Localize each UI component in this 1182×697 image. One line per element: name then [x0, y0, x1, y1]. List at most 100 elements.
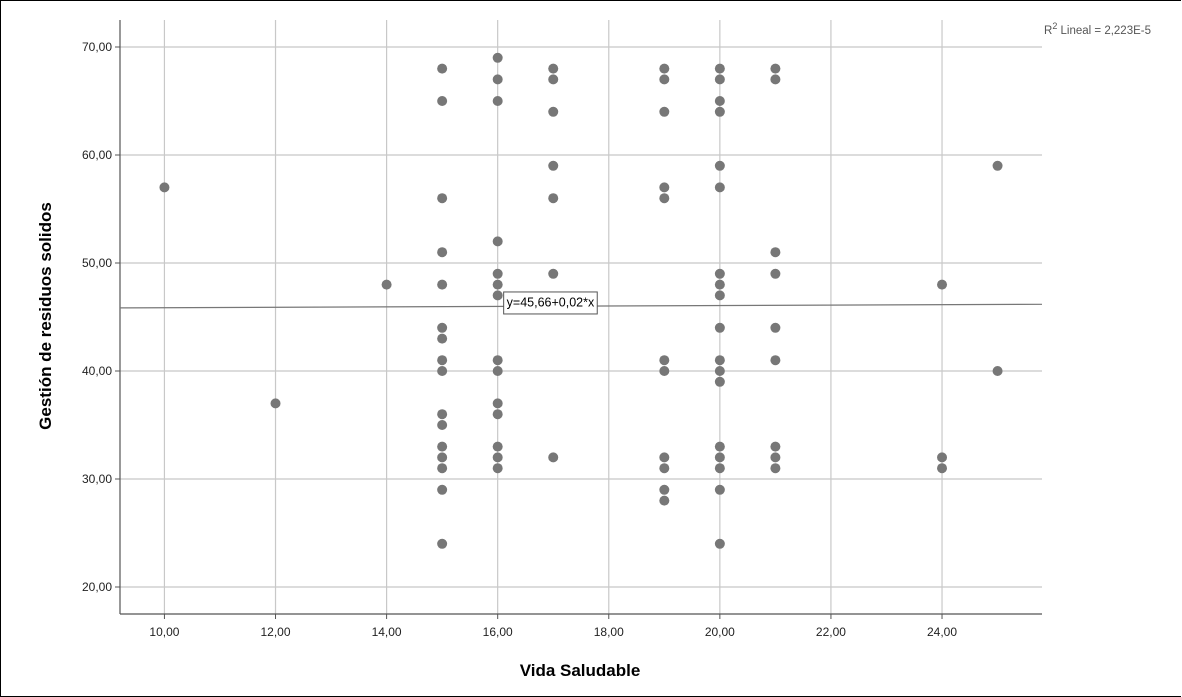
- data-point: [659, 452, 670, 463]
- x-tick-label: 12,00: [261, 625, 291, 639]
- data-point: [714, 322, 725, 333]
- data-point: [714, 160, 725, 171]
- y-tick-label: 40,00: [82, 364, 112, 378]
- data-point: [714, 484, 725, 495]
- data-point: [714, 441, 725, 452]
- data-point: [659, 366, 670, 376]
- data-point: [548, 106, 559, 117]
- y-tick-label: 20,00: [82, 580, 112, 594]
- r2-label-superscript: 2: [1052, 21, 1057, 31]
- tick-labels: 10,00 12,00 14,00 16,00 18,00 20,00 22,00 24,00…: [82, 40, 957, 639]
- data-points: [159, 52, 1003, 549]
- x-tick-label: 16,00: [483, 625, 513, 639]
- y-tick-label: 30,00: [82, 472, 112, 486]
- data-point: [770, 463, 781, 474]
- data-point: [492, 409, 503, 420]
- data-point: [714, 366, 725, 376]
- data-point: [492, 268, 503, 279]
- data-point: [659, 495, 670, 506]
- data-point: [714, 290, 725, 301]
- x-tick-label: 22,00: [816, 625, 846, 639]
- data-point: [548, 268, 559, 279]
- data-point: [492, 52, 503, 63]
- data-point: [492, 279, 503, 290]
- data-point: [437, 355, 448, 366]
- data-point: [659, 182, 670, 193]
- equation-label-box: [503, 291, 598, 315]
- data-point: [548, 74, 559, 85]
- data-point: [548, 193, 559, 204]
- data-point: [714, 355, 725, 366]
- data-point: [381, 279, 392, 290]
- data-point: [548, 452, 559, 463]
- data-point: [659, 484, 670, 495]
- data-point: [714, 279, 725, 290]
- data-point: [714, 106, 725, 117]
- data-point: [437, 452, 448, 463]
- y-tick-label: 70,00: [82, 40, 112, 54]
- data-point: [437, 247, 448, 258]
- data-point: [437, 420, 448, 430]
- data-point: [992, 160, 1003, 171]
- x-tick-label: 14,00: [372, 625, 402, 639]
- x-tick-label: 18,00: [594, 625, 624, 639]
- data-point: [492, 463, 503, 474]
- data-point: [770, 322, 781, 333]
- y-tick-label: 50,00: [82, 256, 112, 270]
- data-point: [714, 268, 725, 279]
- data-point: [770, 63, 781, 74]
- data-point: [714, 63, 725, 74]
- data-point: [492, 236, 503, 247]
- data-point: [492, 452, 503, 463]
- x-axis-title: Vida Saludable: [520, 661, 641, 680]
- data-point: [770, 452, 781, 463]
- data-point: [770, 268, 781, 279]
- r2-label-text: Lineal = 2,223E-5: [1057, 25, 1151, 37]
- data-point: [714, 182, 725, 193]
- y-axis-title: Gestión de residuos solidos: [36, 202, 55, 430]
- grid-lines: [120, 20, 1042, 614]
- data-point: [492, 441, 503, 452]
- data-point: [659, 106, 670, 117]
- data-point: [714, 452, 725, 463]
- data-point: [492, 74, 503, 85]
- x-tick-label: 20,00: [705, 625, 735, 639]
- data-point: [270, 398, 281, 409]
- data-point: [548, 63, 559, 74]
- data-point: [714, 74, 725, 85]
- data-point: [937, 452, 948, 463]
- data-point: [437, 333, 448, 344]
- data-point: [714, 538, 725, 549]
- data-point: [492, 290, 503, 301]
- data-point: [437, 538, 448, 549]
- data-point: [492, 366, 503, 376]
- data-point: [659, 355, 670, 366]
- data-point: [659, 74, 670, 85]
- data-point: [437, 193, 448, 204]
- data-point: [492, 96, 503, 106]
- data-point: [770, 441, 781, 452]
- data-point: [659, 193, 670, 204]
- data-point: [714, 96, 725, 106]
- data-point: [937, 463, 948, 474]
- r2-label-prefix: R: [1044, 25, 1052, 37]
- data-point: [437, 441, 448, 452]
- equation-label-group: y=45,66+0,02*x: [503, 291, 598, 315]
- data-point: [937, 279, 948, 290]
- data-point: [437, 279, 448, 290]
- data-point: [659, 63, 670, 74]
- data-point: [437, 322, 448, 333]
- data-point: [492, 355, 503, 366]
- axes: [115, 20, 1042, 619]
- data-point: [770, 247, 781, 258]
- equation-label: y=45,66+0,02*x: [507, 295, 595, 309]
- data-point: [437, 484, 448, 495]
- data-point: [714, 376, 725, 387]
- y-tick-label: 60,00: [82, 148, 112, 162]
- data-point: [437, 463, 448, 474]
- r2-label: R2 Lineal = 2,223E-5: [1044, 21, 1151, 37]
- data-point: [159, 182, 170, 193]
- data-point: [770, 74, 781, 85]
